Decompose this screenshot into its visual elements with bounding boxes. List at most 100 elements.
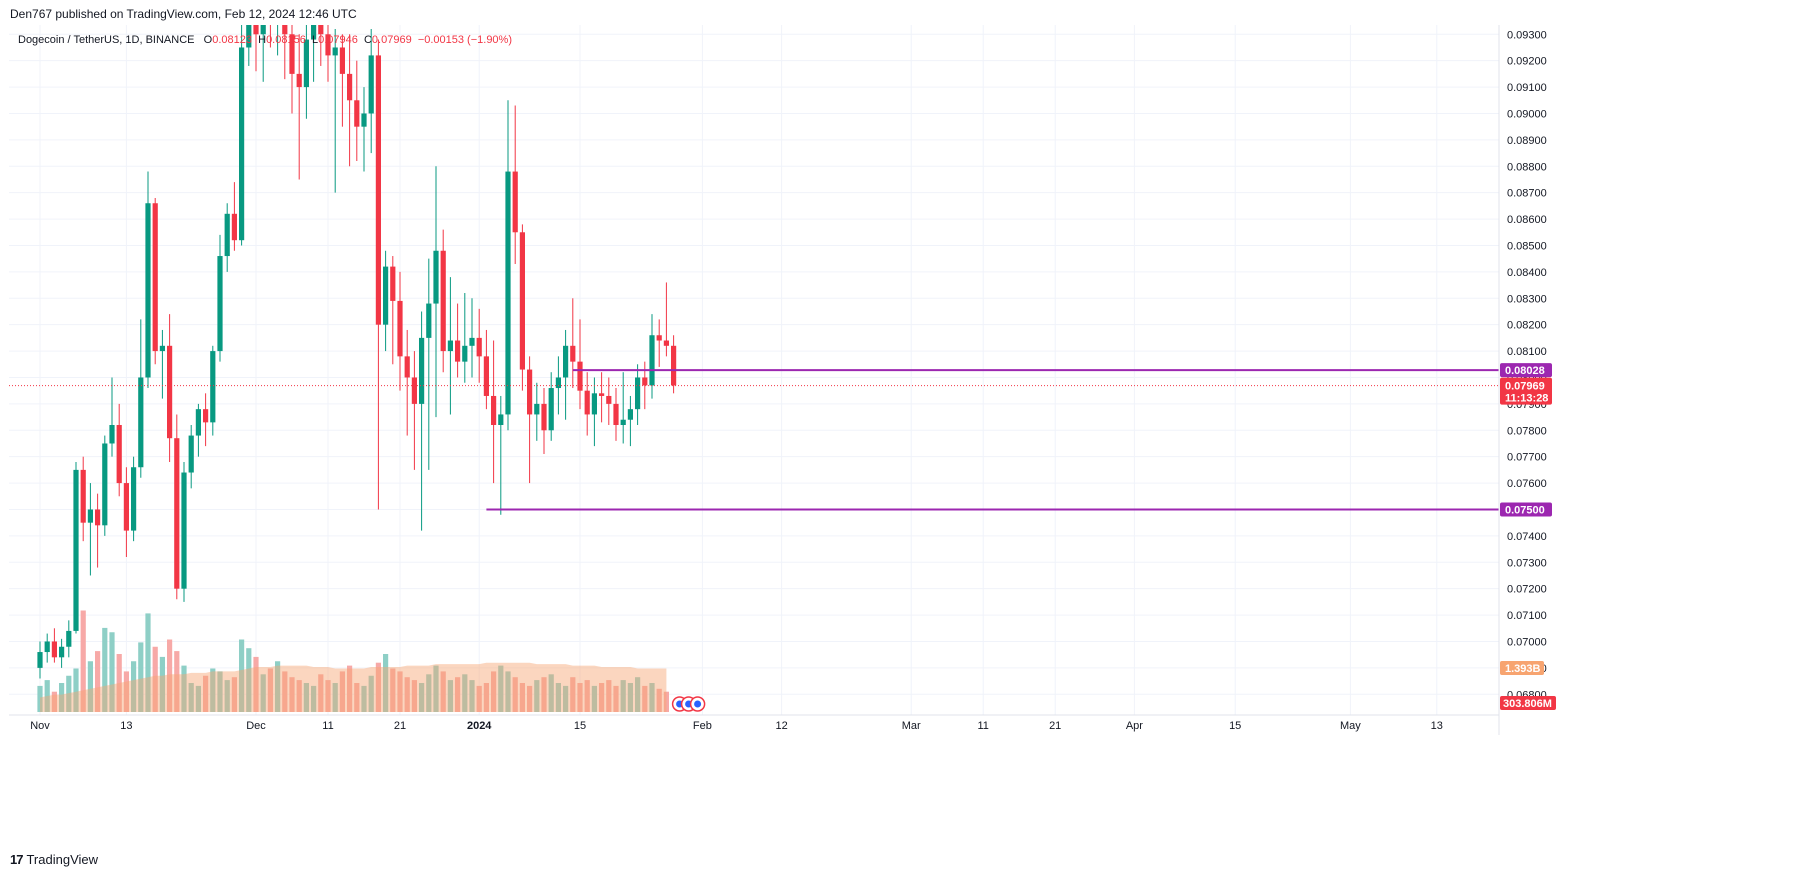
volume-badge xyxy=(1500,696,1556,710)
volume-bar xyxy=(37,685,43,712)
tradingview-logo[interactable]: 17 TradingView xyxy=(10,852,98,867)
candle-body xyxy=(167,345,173,439)
x-tick-label: 15 xyxy=(1229,720,1241,732)
candle-body xyxy=(131,467,137,531)
candle-body xyxy=(519,232,525,370)
volume-bar xyxy=(397,671,403,712)
volume-bar xyxy=(663,691,669,712)
legend-close: 0.07969 xyxy=(371,34,412,46)
volume-bar xyxy=(253,656,259,712)
candle-body xyxy=(613,403,619,425)
legend-high: 0.08156 xyxy=(266,34,306,46)
candle-body xyxy=(512,171,518,233)
volume-bar xyxy=(469,680,475,712)
candle-body xyxy=(563,345,569,378)
volume-bar xyxy=(51,691,57,712)
publisher-line: Den767 published on TradingView.com, Feb… xyxy=(10,7,357,21)
volume-bar xyxy=(131,661,137,712)
volume-bar xyxy=(649,683,655,712)
candle-body xyxy=(383,266,389,325)
candle-body xyxy=(102,443,108,526)
volume-bar xyxy=(102,627,108,712)
candle-body xyxy=(181,472,187,589)
volume-bar xyxy=(260,674,266,712)
volume-bar xyxy=(138,642,144,712)
candle-body xyxy=(476,337,482,357)
volume-bar xyxy=(339,671,345,712)
legend-open: 0.08123 xyxy=(212,34,252,46)
legend-high-label: H xyxy=(258,34,267,46)
y-tick-label: 0.08600 xyxy=(1507,214,1547,226)
candle-body xyxy=(469,337,475,346)
candle-body xyxy=(440,250,446,352)
y-tick-label: 0.08400 xyxy=(1507,267,1547,279)
volume-bar xyxy=(159,656,165,712)
x-tick-label: 2024 xyxy=(467,720,492,732)
level-badge-label: 0.07500 xyxy=(1505,504,1545,516)
candle-body xyxy=(541,403,547,431)
candle-body xyxy=(332,47,338,56)
volume-bar xyxy=(390,668,396,712)
volume-bar xyxy=(627,683,633,712)
volume-bar xyxy=(527,685,533,712)
candle-body xyxy=(116,425,122,484)
volume-bars xyxy=(37,610,669,712)
candle-body xyxy=(66,630,72,647)
candle-body xyxy=(419,337,425,404)
volume-bar xyxy=(462,674,468,712)
candle-body xyxy=(37,652,43,668)
volume-bar xyxy=(642,685,648,712)
volume-bar xyxy=(311,685,317,712)
volume-bar xyxy=(426,674,432,712)
price-chart[interactable]: 0.09300 0.09200 0.09100 0.09000 0.08900 0.088… xyxy=(9,25,1769,845)
volume-bar xyxy=(181,665,187,712)
volume-bar xyxy=(267,668,273,712)
candle-body xyxy=(318,25,324,35)
volume-bar xyxy=(476,685,482,712)
candle-body xyxy=(599,393,605,396)
volume-bar xyxy=(584,680,590,712)
candle-body xyxy=(498,414,504,425)
y-tick-label: 0.08800 xyxy=(1507,161,1547,173)
candle-body xyxy=(591,393,597,415)
candle-body xyxy=(296,73,302,88)
candle-body xyxy=(303,39,309,88)
candle-body xyxy=(253,25,259,35)
candle-body xyxy=(145,203,151,378)
y-tick-label: 0.08100 xyxy=(1507,346,1547,358)
horizontal-levels[interactable] xyxy=(9,369,1499,511)
candle-body xyxy=(426,303,432,338)
x-tick-label: 11 xyxy=(322,720,333,732)
volume-bar xyxy=(591,685,597,712)
candle-body xyxy=(455,340,461,362)
x-tick-label: 13 xyxy=(120,720,132,732)
volume-bar xyxy=(318,674,324,712)
volume-bar xyxy=(231,677,237,712)
candle-body xyxy=(59,646,65,658)
volume-bar xyxy=(577,683,583,712)
volume-bar xyxy=(548,674,554,712)
chart-area[interactable]: 0.09300 0.09200 0.09100 0.09000 0.08900 0.088… xyxy=(9,25,1769,845)
volume-bar xyxy=(404,677,410,712)
candle-body xyxy=(203,409,209,423)
y-tick-label: 0.07700 xyxy=(1507,452,1547,464)
volume-bar xyxy=(563,685,569,712)
candle-body xyxy=(80,469,86,523)
grid-lines xyxy=(9,25,1499,715)
candle-body xyxy=(325,34,331,56)
candle-body xyxy=(534,403,540,415)
current-price-badge xyxy=(1500,377,1552,405)
candle-body xyxy=(411,377,417,404)
y-tick-label: 0.08200 xyxy=(1507,320,1547,332)
volume-bar xyxy=(447,680,453,712)
y-tick-label: 0.09300 xyxy=(1507,29,1547,41)
candle-body xyxy=(368,55,374,114)
volume-bar xyxy=(210,668,216,712)
volume-bar xyxy=(541,677,547,712)
candle-body xyxy=(390,266,396,301)
candle-body xyxy=(87,509,93,523)
volume-bar xyxy=(80,610,86,712)
candle-body xyxy=(570,345,576,362)
x-tick-label: Nov xyxy=(30,720,50,732)
volume-bar xyxy=(188,683,194,712)
